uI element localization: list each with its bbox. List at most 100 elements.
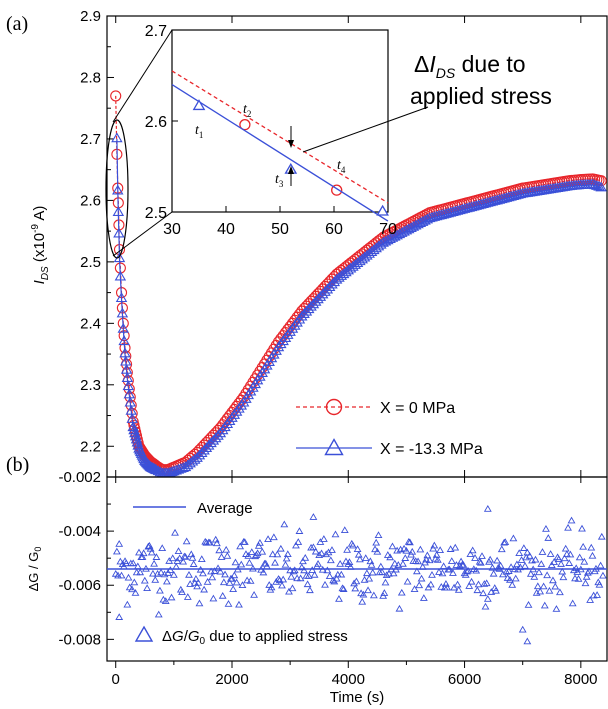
b-marker-triangle — [374, 531, 383, 539]
b-marker-triangle — [138, 553, 147, 560]
b-marker-triangle — [599, 571, 607, 579]
zoom-line-bottom — [112, 211, 173, 257]
marker-blue-triangle — [118, 335, 130, 346]
b-x-tick-label: 2000 — [215, 671, 248, 688]
b-marker-triangle — [319, 535, 328, 542]
b-marker-triangle — [133, 562, 142, 570]
b-marker-triangle — [554, 555, 563, 562]
marker-blue-triangle — [203, 439, 215, 450]
b-y-tick-label: -0.006 — [58, 577, 101, 594]
b-marker-triangle — [268, 550, 277, 558]
inset-label-t2: t2 — [243, 102, 251, 119]
b-marker-triangle — [574, 574, 583, 582]
b-marker-triangle — [238, 581, 247, 589]
b-marker-triangle — [385, 569, 393, 577]
b-marker-triangle — [193, 582, 202, 590]
b-marker-triangle — [162, 577, 171, 585]
b-marker-triangle — [389, 569, 398, 577]
b-marker-triangle — [353, 545, 362, 552]
b-marker-triangle — [219, 578, 228, 586]
b-marker-triangle — [322, 550, 331, 558]
b-marker-triangle — [362, 569, 371, 577]
b-marker-triangle — [214, 564, 222, 572]
panel-b: -0.008 -0.006 -0.004 -0.002 0 2000 4000 6000 800… — [26, 469, 608, 706]
b-marker-triangle — [280, 520, 289, 528]
inset-marker-blue — [192, 99, 206, 111]
b-marker-triangle — [515, 549, 524, 556]
b-marker-triangle — [305, 586, 314, 594]
b-marker-triangle — [253, 549, 262, 557]
marker-blue-triangle — [468, 200, 480, 211]
legend-delta-label: ΔG/G0 due to applied stress — [162, 628, 348, 647]
b-marker-triangle — [265, 581, 274, 588]
b-marker-triangle — [581, 579, 590, 587]
b-marker-triangle — [332, 574, 341, 582]
b-marker-triangle — [359, 590, 368, 598]
marker-blue-triangle — [423, 212, 436, 223]
b-marker-triangle — [194, 578, 203, 586]
panel-b-y-axis-label: ΔG / G0 — [26, 547, 43, 592]
b-marker-triangle — [564, 523, 572, 531]
b-marker-triangle — [308, 566, 317, 573]
b-marker-triangle — [530, 573, 539, 580]
b-marker-triangle — [597, 532, 606, 540]
b-marker-triangle — [304, 572, 313, 579]
b-marker-triangle — [233, 565, 242, 573]
b-marker-triangle — [273, 550, 282, 558]
b-marker-triangle — [149, 569, 157, 577]
b-marker-triangle — [512, 560, 521, 568]
b-y-tick-label: -0.004 — [58, 523, 101, 540]
b-marker-triangle — [587, 543, 596, 551]
inset-panel: 30 40 50 60 70 2.5 2.6 2.7 t1 t2 t3 t4 — [145, 23, 397, 238]
b-marker-triangle — [576, 565, 585, 573]
b-marker-triangle — [325, 572, 334, 580]
b-x-tick-label: 8000 — [564, 671, 597, 688]
b-x-tick-label: 4000 — [332, 671, 365, 688]
b-marker-triangle — [403, 577, 412, 585]
inset-label-t1: t1 — [195, 123, 203, 140]
annotation-line2: applied stress — [410, 83, 552, 109]
marker-blue-triangle — [198, 444, 210, 455]
b-marker-triangle — [323, 566, 332, 574]
b-marker-triangle — [559, 573, 568, 581]
marker-blue-triangle — [595, 181, 607, 192]
b-marker-triangle — [135, 548, 143, 556]
panel-label-b: (b) — [6, 454, 29, 476]
b-marker-triangle — [557, 560, 565, 567]
b-marker-triangle — [562, 550, 571, 558]
b-marker-triangle — [276, 544, 285, 552]
b-marker-triangle — [278, 581, 286, 589]
marker-blue-triangle — [489, 195, 501, 205]
marker-blue-triangle — [113, 227, 125, 238]
b-marker-triangle — [478, 552, 486, 559]
b-marker-triangle — [343, 545, 352, 553]
inset-x-tick-label: 30 — [163, 221, 181, 238]
marker-blue-triangle — [507, 190, 520, 201]
b-marker-triangle — [416, 545, 425, 553]
b-marker-triangle — [426, 580, 435, 588]
b-marker-triangle — [217, 553, 226, 560]
b-marker-triangle — [205, 538, 214, 546]
inset-y-tick-label: 2.7 — [145, 23, 167, 40]
b-marker-triangle — [255, 538, 264, 546]
marker-blue-triangle — [486, 195, 499, 206]
b-marker-triangle — [139, 549, 148, 557]
b-marker-triangle — [479, 589, 488, 597]
b-marker-triangle — [295, 527, 304, 534]
b-marker-triangle — [435, 568, 443, 575]
b-marker-triangle — [578, 524, 586, 532]
marker-blue-triangle — [205, 437, 217, 448]
b-marker-triangle — [178, 588, 186, 596]
b-marker-triangle — [140, 576, 149, 584]
marker-blue-triangle — [309, 295, 322, 306]
b-marker-triangle — [592, 564, 600, 572]
arrow-up-head — [288, 166, 294, 174]
inset-line-red — [171, 70, 389, 204]
inset-label-t4: t4 — [337, 158, 346, 175]
b-marker-triangle — [340, 526, 349, 534]
marker-blue-triangle — [512, 188, 524, 199]
b-marker-triangle — [299, 557, 307, 565]
b-marker-triangle — [364, 586, 372, 594]
b-marker-triangle — [419, 594, 428, 601]
zoom-indicator — [105, 29, 173, 259]
